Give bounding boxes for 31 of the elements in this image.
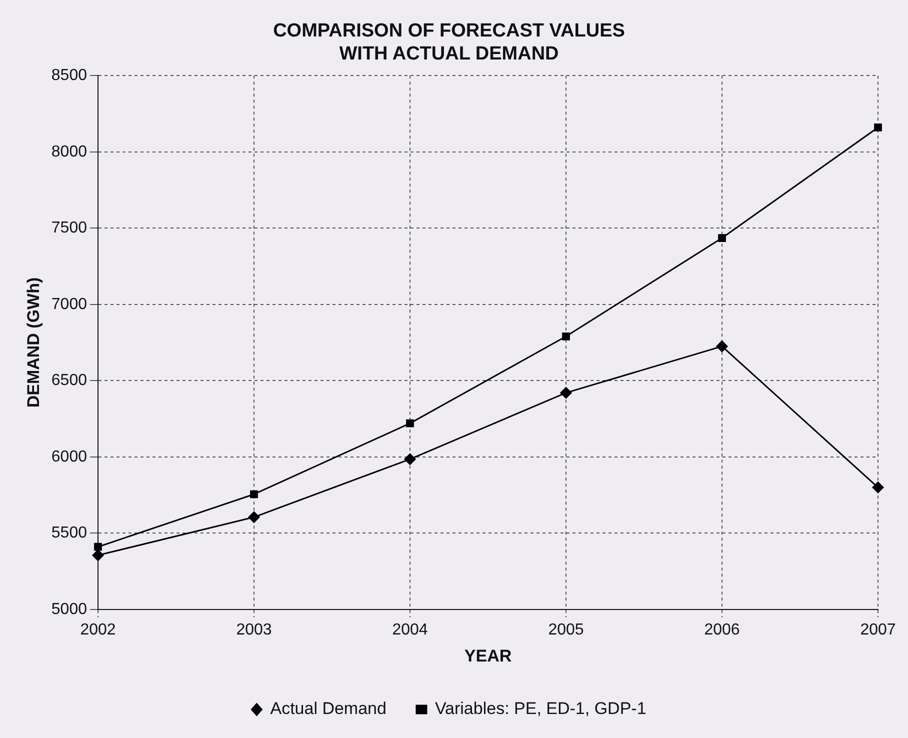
x-tick-label: 2005 <box>548 621 584 638</box>
chart-title: COMPARISON OF FORECAST VALUES WITH ACTUAL DEMAND <box>273 20 625 64</box>
y-tick-label: 7000 <box>51 296 88 313</box>
y-tick-label: 8500 <box>51 67 88 84</box>
point <box>248 511 260 523</box>
y-tick-label: 7500 <box>51 220 88 237</box>
x-axis-title: YEAR <box>464 646 512 666</box>
y-tick-label: 6500 <box>51 372 88 390</box>
point <box>94 542 102 551</box>
y-axis-title: DEMAND (GWh) <box>24 277 43 408</box>
point <box>874 124 882 132</box>
point <box>250 490 258 498</box>
point <box>716 340 728 352</box>
point <box>872 482 884 494</box>
legend-label: Variables: PE, ED-1, GDP-1 <box>434 699 646 718</box>
y-tick-label: 5000 <box>51 600 88 618</box>
point <box>406 419 414 428</box>
legend-label: Actual Demand <box>270 699 386 718</box>
x-tick-label: 2004 <box>392 621 428 638</box>
point <box>718 234 726 242</box>
x-tick-label: 2007 <box>860 621 896 638</box>
point <box>92 550 104 562</box>
x-tick-label: 2002 <box>80 621 116 638</box>
y-tick-label: 6000 <box>51 448 88 466</box>
point <box>404 453 416 465</box>
y-tick-label: 8000 <box>51 143 88 160</box>
x-tick-label: 2006 <box>704 621 740 638</box>
point <box>560 387 572 399</box>
point <box>562 332 570 340</box>
x-tick-label: 2003 <box>236 621 272 638</box>
y-tick-label: 5500 <box>51 524 88 542</box>
